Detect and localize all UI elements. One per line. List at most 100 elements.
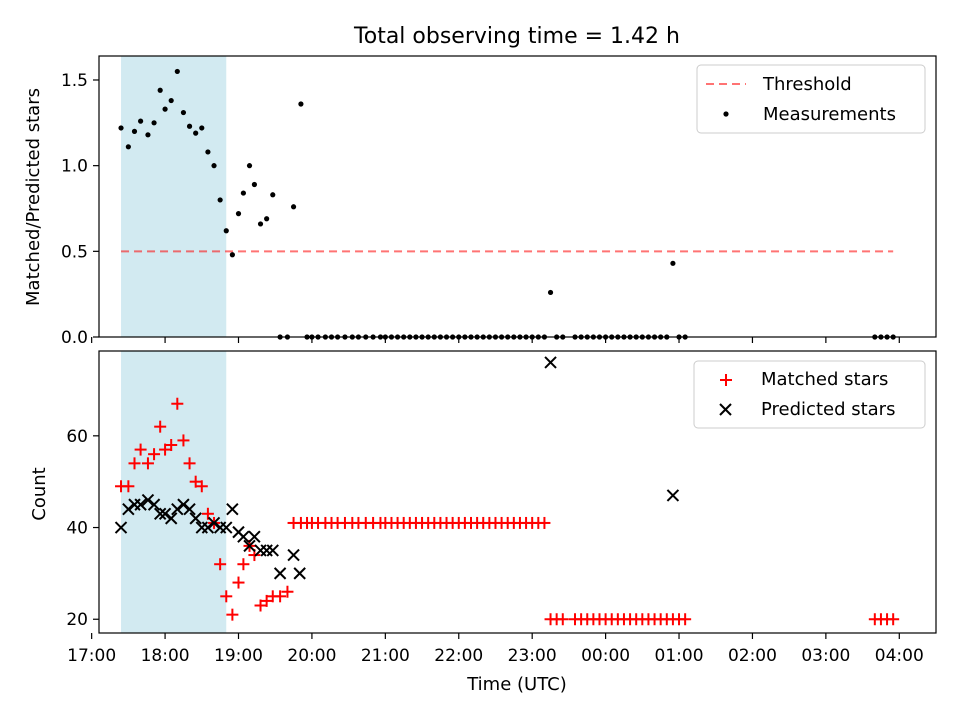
measurement-point [229,252,235,258]
measurement-point [174,68,180,75]
top-legend: Threshold Measurements [696,64,926,134]
matched-star-point [177,434,190,447]
matched-star-point [148,448,161,461]
x-tick-label: 01:00 [655,646,704,666]
bottom-plot-frame [98,350,937,634]
matched-star-point [134,443,147,456]
predicted-star-point [207,516,221,530]
measurement-point [205,149,211,155]
bottom-shaded-interval [121,351,227,633]
x-tick-label: 19:00 [214,646,263,666]
predicted-star-point [544,356,557,369]
matched-star-point [232,576,245,589]
matched-star-point [274,590,287,603]
measurement-point [670,260,676,266]
chart-title: Total observing time = 1.42 h [353,24,680,49]
measurement-point [157,87,163,93]
matched-star-point [214,558,227,571]
top-y-axis: 0.0 0.5 1.0 1.5 [61,71,99,348]
predicted-star-point [293,567,306,580]
x-tick-label: 17:00 [67,646,116,666]
measurement-point [180,109,187,116]
measurement-point [298,101,304,107]
matched-star-point [201,507,214,520]
matched-star-point [281,585,294,598]
x-tick-label: 18:00 [141,646,190,666]
measurement-point [270,192,276,198]
predicted-star-point [243,539,256,553]
measurement-point [290,204,297,210]
x-tick-label: 22:00 [434,646,483,666]
top-y-tick-label: 0.0 [61,328,88,348]
x-tick-label: 03:00 [801,646,850,666]
measurement-point [240,190,246,196]
predicted-star-point [134,498,147,511]
x-tick-label: 21:00 [361,646,410,666]
predicted-star-point [287,548,300,562]
predicted-star-point [260,544,273,557]
measurement-point [186,123,193,129]
top-panel: 0.0 0.5 1.0 1.5 Matched/Predicted stars Thr… [23,55,937,348]
matched-star-point [538,516,551,529]
matched-star-point [226,608,239,621]
predicted-star-point [114,521,128,534]
matched-star-point [260,594,273,607]
matched-star-point [189,475,202,488]
predicted-stars-points [114,356,680,580]
measurement-point [235,211,242,217]
matched-star-point [154,420,167,433]
top-legend-box [696,64,926,134]
threshold-legend-label: Threshold [762,74,852,95]
measurement-point [138,118,144,124]
top-shaded-interval [121,56,227,337]
predicted-star-point [164,512,178,525]
predicted-star-point [141,493,155,507]
matched-star-point [254,599,267,612]
predicted-legend-marker [719,403,732,416]
matched-star-point [141,457,154,470]
measurement-point [223,228,229,234]
measurements-legend-label: Measurements [763,104,896,125]
predicted-star-point [171,502,184,516]
measurement-point [145,132,151,138]
measurement-point [193,130,199,136]
matched-stars-points [115,397,900,626]
top-y-tick-label: 0.5 [61,242,88,262]
x-axis-label: Time (UTC) [466,674,567,695]
predicted-star-point [189,512,202,525]
measurement-point [125,144,131,150]
measurement-point [246,163,253,169]
predicted-star-point [266,544,279,557]
x-tick-label: 04:00 [875,646,924,666]
predicted-star-point [666,489,680,502]
matched-star-point [887,613,900,626]
measurements-legend-marker [723,111,729,117]
top-y-axis-label: Matched/Predicted stars [23,88,44,306]
measurement-point [118,125,124,131]
measurement-point [162,106,168,112]
matched-star-point [220,590,233,603]
matched-legend-label: Matched stars [761,369,888,390]
measurement-point [131,128,138,134]
measurement-point [211,163,217,169]
bottom-panel: 20 40 60 17:00 18:00 19:00 20:00 21:00 22:00 23:… [29,350,937,695]
matched-star-point [159,443,172,456]
top-y-tick-label: 1.0 [61,157,88,177]
predicted-star-point [153,507,167,520]
matched-star-point [195,480,208,493]
measurement-point [199,125,205,131]
predicted-star-point [201,521,215,534]
predicted-star-point [254,544,267,557]
bottom-y-tick-label: 20 [66,610,88,630]
measurement-point [257,221,264,227]
matched-legend-marker [720,374,732,386]
matched-star-point [171,397,184,410]
measurement-point [151,120,157,126]
bottom-y-axis: 20 40 60 [66,427,99,630]
matched-star-point [165,439,178,451]
matched-star-point [128,457,141,470]
top-plot-frame [98,55,937,338]
top-x-ticks [91,337,900,343]
predicted-star-point [177,498,190,511]
